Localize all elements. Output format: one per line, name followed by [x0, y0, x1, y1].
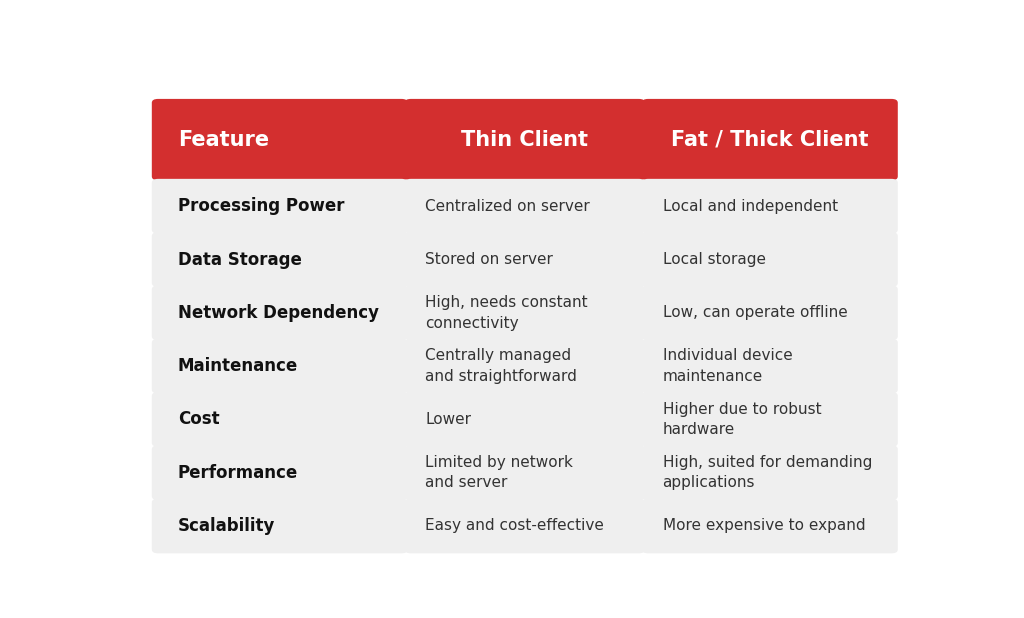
- Text: Limited by network
and server: Limited by network and server: [425, 455, 573, 491]
- FancyBboxPatch shape: [642, 392, 898, 447]
- FancyBboxPatch shape: [404, 99, 645, 180]
- Text: High, needs constant
connectivity: High, needs constant connectivity: [425, 295, 588, 331]
- FancyBboxPatch shape: [642, 232, 898, 287]
- Text: High, suited for demanding
applications: High, suited for demanding applications: [663, 455, 871, 491]
- FancyBboxPatch shape: [404, 339, 645, 394]
- Text: Local and independent: Local and independent: [663, 199, 838, 214]
- Text: Centralized on server: Centralized on server: [425, 199, 590, 214]
- FancyBboxPatch shape: [152, 446, 408, 500]
- Text: Scalability: Scalability: [178, 517, 275, 535]
- FancyBboxPatch shape: [642, 446, 898, 500]
- Text: More expensive to expand: More expensive to expand: [663, 519, 865, 533]
- FancyBboxPatch shape: [642, 339, 898, 394]
- FancyBboxPatch shape: [152, 392, 408, 447]
- Text: Lower: Lower: [425, 412, 471, 427]
- Text: Local storage: Local storage: [663, 252, 766, 267]
- FancyBboxPatch shape: [404, 286, 645, 340]
- FancyBboxPatch shape: [404, 232, 645, 287]
- Text: Individual device
maintenance: Individual device maintenance: [663, 349, 793, 384]
- FancyBboxPatch shape: [404, 392, 645, 447]
- Text: Cost: Cost: [178, 410, 219, 428]
- Text: Fat / Thick Client: Fat / Thick Client: [671, 130, 868, 150]
- FancyBboxPatch shape: [642, 99, 898, 180]
- Text: Performance: Performance: [178, 464, 298, 481]
- FancyBboxPatch shape: [152, 339, 408, 394]
- FancyBboxPatch shape: [642, 499, 898, 553]
- Text: Easy and cost-effective: Easy and cost-effective: [425, 519, 604, 533]
- Text: Higher due to robust
hardware: Higher due to robust hardware: [663, 402, 821, 437]
- Text: Processing Power: Processing Power: [178, 197, 344, 215]
- FancyBboxPatch shape: [642, 286, 898, 340]
- Text: Centrally managed
and straightforward: Centrally managed and straightforward: [425, 349, 578, 384]
- Text: Feature: Feature: [178, 130, 269, 150]
- Text: Network Dependency: Network Dependency: [178, 304, 379, 322]
- FancyBboxPatch shape: [404, 179, 645, 234]
- Text: Stored on server: Stored on server: [425, 252, 553, 267]
- Text: Thin Client: Thin Client: [461, 130, 589, 150]
- FancyBboxPatch shape: [404, 499, 645, 553]
- Text: Low, can operate offline: Low, can operate offline: [663, 305, 847, 320]
- FancyBboxPatch shape: [642, 179, 898, 234]
- FancyBboxPatch shape: [404, 446, 645, 500]
- FancyBboxPatch shape: [152, 179, 408, 234]
- FancyBboxPatch shape: [152, 286, 408, 340]
- Text: Maintenance: Maintenance: [178, 357, 298, 375]
- FancyBboxPatch shape: [152, 232, 408, 287]
- Text: Data Storage: Data Storage: [178, 250, 302, 268]
- FancyBboxPatch shape: [152, 499, 408, 553]
- FancyBboxPatch shape: [152, 99, 408, 180]
